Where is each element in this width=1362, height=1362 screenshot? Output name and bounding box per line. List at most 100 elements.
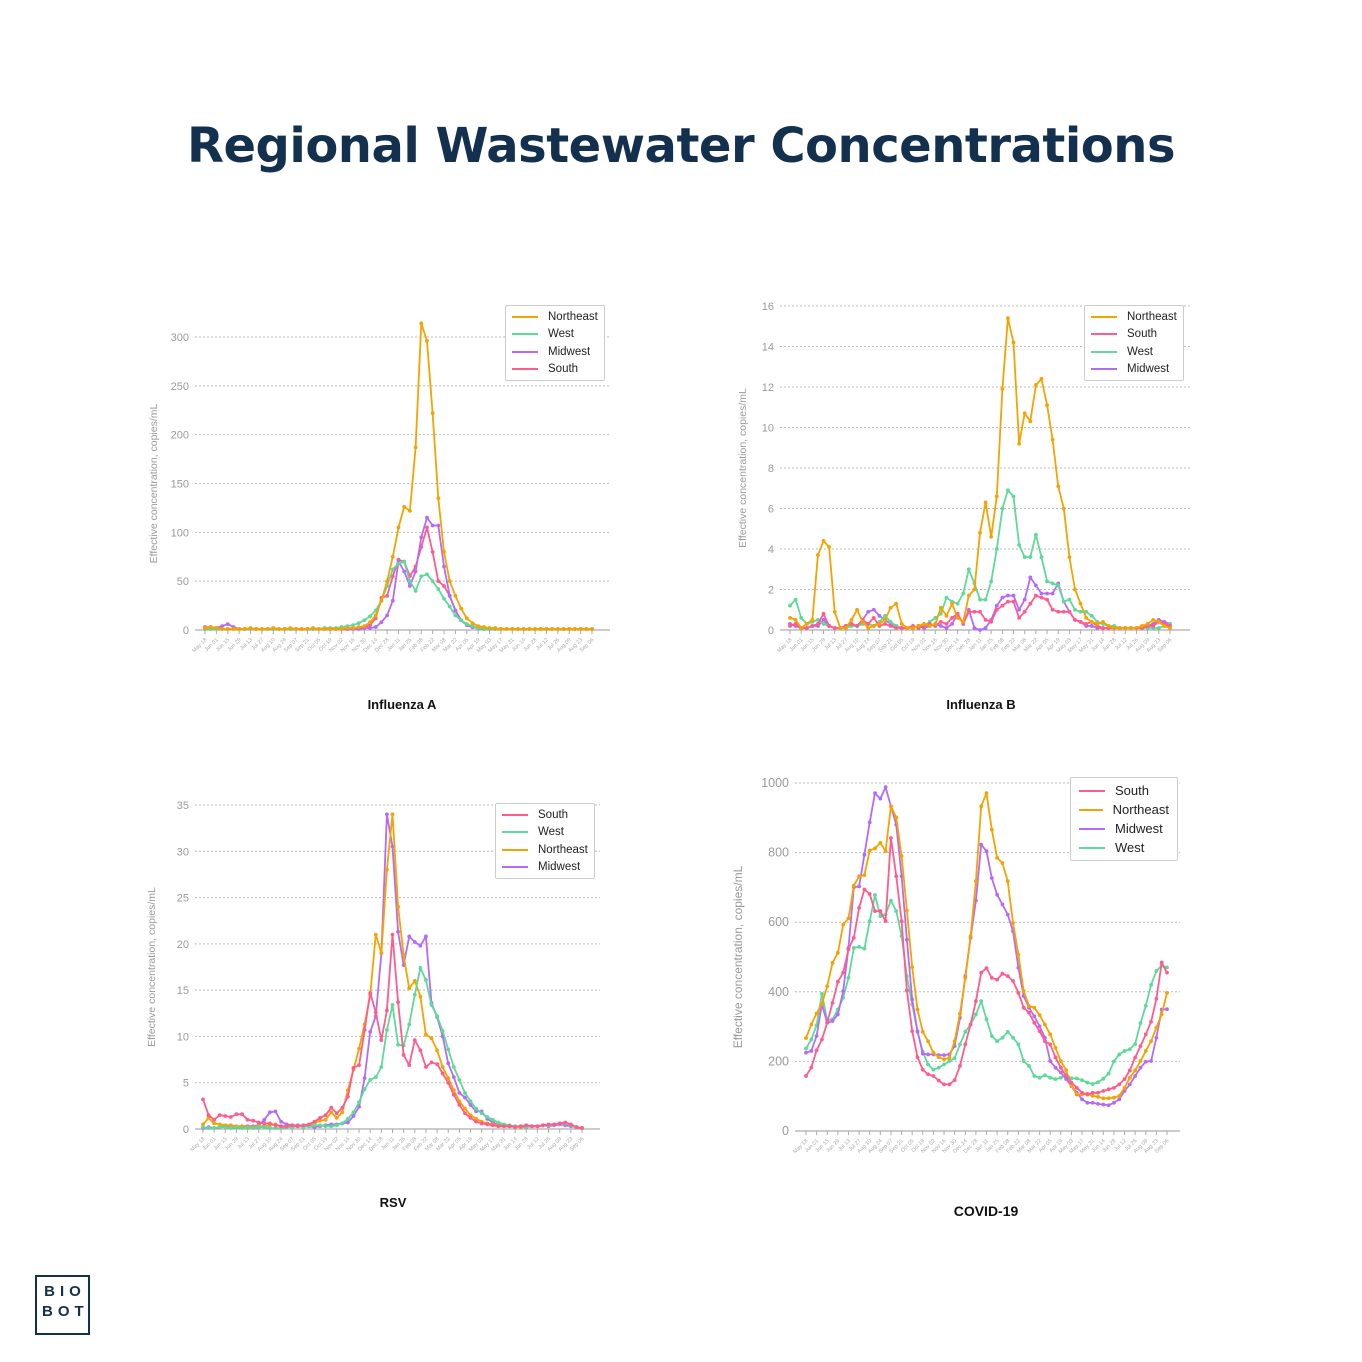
series-line-south [205,526,592,630]
data-point-west [889,898,893,903]
data-point-south [251,1118,256,1123]
data-point-south [1127,1068,1132,1073]
data-point-northeast [810,617,815,622]
y-tick-label: 100 [171,527,189,539]
data-point-northeast [1089,620,1094,624]
y-tick-label: 250 [171,381,189,393]
data-point-northeast [841,922,846,927]
data-point-midwest [1165,1007,1169,1012]
data-point-midwest [463,1095,467,1100]
data-point-south [968,1022,973,1027]
data-point-northeast [1000,387,1005,391]
data-point-south [546,1122,551,1127]
data-point-west [1005,1029,1010,1034]
legend-item-south: South [502,806,588,824]
data-point-south [457,1103,462,1107]
data-point-south [931,1074,936,1078]
data-point-northeast [1128,626,1133,630]
data-point-west [396,1042,400,1047]
data-point-northeast [237,627,242,631]
data-point-west [262,1125,267,1130]
data-point-midwest [983,626,988,630]
data-point-west [936,1065,941,1070]
y-tick-label: 12 [762,382,774,394]
data-point-northeast [899,854,904,858]
data-point-south [889,836,893,840]
data-point-midwest [1037,1024,1042,1029]
data-point-west [362,1087,367,1092]
data-point-west [402,559,407,564]
data-point-northeast [1134,626,1139,630]
data-point-south [920,1067,925,1072]
data-point-northeast [1084,615,1089,620]
data-point-midwest [362,1076,367,1080]
data-point-south [832,626,837,630]
data-point-northeast [351,626,355,630]
data-point-northeast [835,950,840,955]
data-point-west [329,1124,334,1129]
data-point-northeast [242,627,247,631]
data-point-midwest [1022,597,1027,602]
data-point-midwest [451,1075,456,1080]
data-point-south [849,622,854,626]
data-point-northeast [373,613,378,618]
data-point-south [1011,979,1015,983]
data-point-northeast [584,627,589,631]
data-point-west [1042,1073,1047,1078]
data-point-south [407,1063,412,1068]
data-point-west [451,1065,456,1069]
legend-label: Northeast [538,843,588,856]
data-point-midwest [835,1012,840,1017]
data-point-south [1101,1089,1106,1093]
data-point-northeast [407,508,412,513]
legend-label: South [538,808,569,821]
data-point-west [357,1100,361,1105]
data-point-northeast [877,622,882,626]
data-point-northeast [362,624,367,628]
y-axis-label: Effective concentration, copies/mL [148,403,160,563]
data-point-west [201,1125,205,1130]
data-point-west [1022,555,1027,559]
data-point-northeast [1028,419,1033,424]
data-point-northeast [430,411,435,416]
data-point-northeast [804,1036,808,1040]
data-point-midwest [878,796,883,801]
series-line-south [202,933,583,1129]
data-point-west [1028,555,1033,559]
y-tick-label: 4 [768,544,774,556]
data-point-northeast [1005,879,1010,884]
data-point-south [1122,1077,1127,1082]
y-tick-label: 35 [177,800,189,812]
legend-swatch [502,831,528,834]
data-point-west [385,1028,389,1032]
legend-item-midwest: Midwest [1091,361,1177,379]
data-point-south [217,1113,222,1118]
data-point-west [453,613,458,618]
data-point-west [362,618,367,623]
data-point-west [390,567,395,572]
data-point-midwest [1117,1097,1122,1102]
data-point-west [1101,1076,1106,1081]
data-point-west [470,624,475,628]
data-point-south [306,1122,311,1127]
data-point-northeast [345,626,350,630]
data-point-west [952,1056,957,1061]
data-point-northeast [390,812,395,817]
data-point-northeast [883,849,888,854]
data-point-south [984,966,989,971]
data-point-midwest [862,852,867,857]
data-point-northeast [931,1050,936,1055]
legend-item-south: South [1079,781,1169,800]
data-point-northeast [474,1116,479,1121]
data-point-northeast [862,873,867,878]
data-point-south [518,1124,523,1129]
data-point-northeast [402,505,407,509]
data-point-northeast [516,627,520,631]
data-point-south [368,623,372,628]
data-point-northeast [793,617,798,622]
data-point-northeast [1149,1039,1153,1044]
data-point-south [1016,990,1021,995]
data-point-midwest [1089,624,1094,628]
data-point-south [1117,1082,1122,1087]
data-point-south [979,970,984,975]
